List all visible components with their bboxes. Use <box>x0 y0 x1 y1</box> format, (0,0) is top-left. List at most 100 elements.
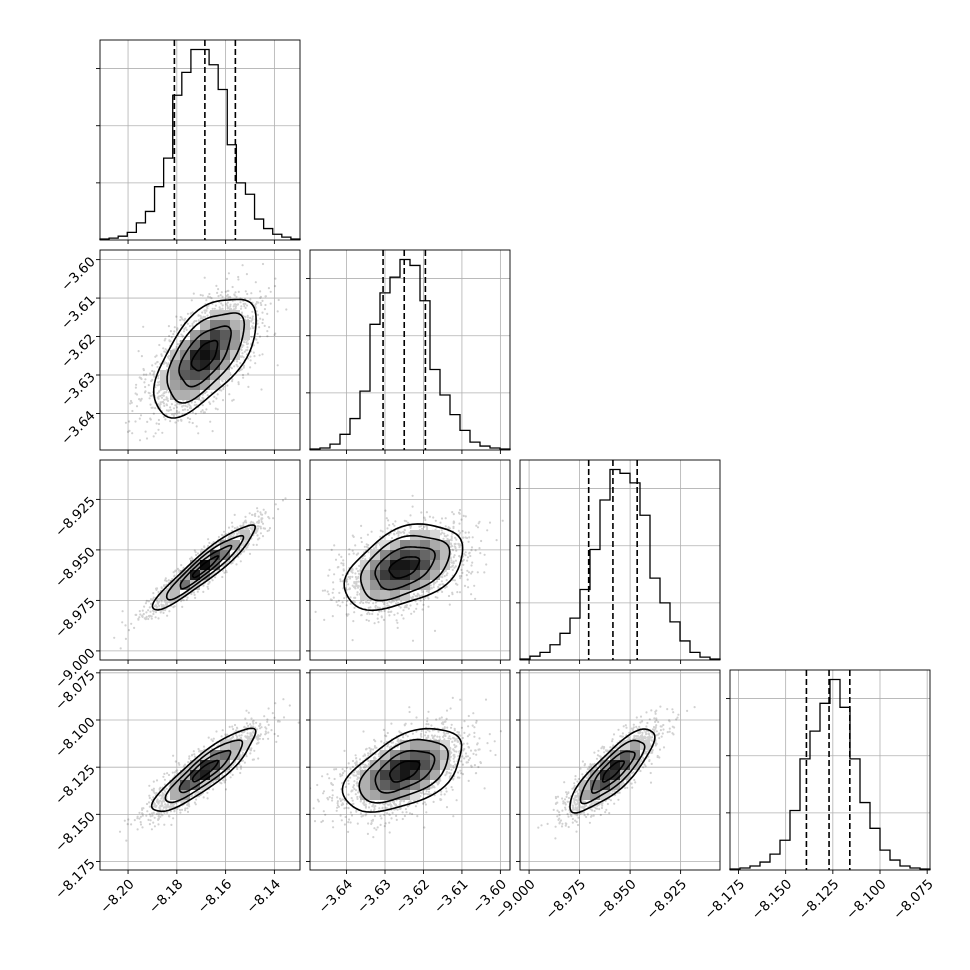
hist-panel-3 <box>726 669 931 874</box>
panel-frame <box>99 459 301 661</box>
density-cell <box>430 740 440 750</box>
density-cell <box>410 760 420 770</box>
density-cell <box>170 790 180 800</box>
density-cell <box>440 750 450 760</box>
y-tick-label: −3.62 <box>58 331 99 372</box>
density-cell <box>210 340 220 350</box>
density-cell <box>380 780 390 790</box>
density-cell <box>380 770 390 780</box>
density-cell <box>180 390 190 400</box>
contour-0 <box>190 339 219 372</box>
x-tick-label: −8.16 <box>195 876 236 917</box>
density-cell <box>390 750 400 760</box>
contour-3 <box>341 727 463 813</box>
panel-frame <box>99 669 301 871</box>
panel-frame <box>729 669 931 871</box>
histogram-2 <box>519 468 721 660</box>
density-cell <box>600 760 610 770</box>
y-tick-label: −8.100 <box>52 714 99 761</box>
density-cell <box>440 740 450 750</box>
x-tick-label: −8.950 <box>593 876 640 923</box>
density-cell <box>170 380 180 390</box>
panel-3-0 <box>96 669 301 874</box>
density-cell <box>170 590 180 600</box>
density-cell <box>420 550 430 560</box>
contour-2 <box>579 739 646 805</box>
density-cell <box>410 740 420 750</box>
density-cell <box>600 780 610 790</box>
density-cell <box>380 570 390 580</box>
density-cell <box>360 770 370 780</box>
density-cell <box>220 340 230 350</box>
density-cell <box>230 540 240 550</box>
density-cell <box>170 370 180 380</box>
density-cell <box>190 360 200 370</box>
panel-2-1 <box>306 459 511 664</box>
contour-3 <box>152 298 257 419</box>
density-cell <box>430 770 440 780</box>
density-cell <box>440 560 450 570</box>
density-cell <box>370 580 380 590</box>
density-cell <box>210 320 220 330</box>
density-cell <box>420 740 430 750</box>
density-cell <box>180 340 190 350</box>
density-cell <box>180 570 190 580</box>
density-cell <box>410 540 420 550</box>
y-tick-label: −3.60 <box>58 254 99 295</box>
panel-frame <box>309 459 511 661</box>
panel-frame <box>519 669 721 871</box>
density-cell <box>620 740 630 750</box>
density-cell <box>180 580 190 590</box>
density-cell <box>390 560 400 570</box>
density-cell <box>190 390 200 400</box>
density-cell <box>160 590 170 600</box>
contour-3 <box>569 728 656 814</box>
contour-0 <box>191 759 219 783</box>
contour-3 <box>151 524 257 611</box>
density-cell <box>190 380 200 390</box>
contour-2 <box>165 534 245 601</box>
density-cell <box>200 360 210 370</box>
density-cell <box>220 370 230 380</box>
panel-3-2 <box>516 669 721 874</box>
density-cell <box>430 560 440 570</box>
density-cell <box>430 540 440 550</box>
density-cell <box>180 770 190 780</box>
x-tick-label: −3.64 <box>316 876 357 917</box>
density-cell <box>180 360 190 370</box>
density-cell <box>210 760 220 770</box>
density-cell <box>230 320 240 330</box>
density-cell <box>200 330 210 340</box>
density-cell <box>210 310 220 320</box>
sample-points <box>310 696 510 839</box>
contour-1 <box>178 325 232 388</box>
density-cell <box>180 380 190 390</box>
density-cell <box>410 770 420 780</box>
density-cell <box>400 560 410 570</box>
contour-0 <box>388 556 421 579</box>
density-cell <box>240 530 250 540</box>
density-cell <box>180 790 190 800</box>
density-cell <box>200 560 210 570</box>
density-cell <box>380 550 390 560</box>
density-cell <box>200 380 210 390</box>
density-cell <box>200 350 210 360</box>
density-cell <box>400 570 410 580</box>
density-cell <box>610 750 620 760</box>
density-cell <box>160 370 170 380</box>
contour-0 <box>191 555 220 579</box>
density-cell <box>230 340 240 350</box>
density-cell <box>370 590 380 600</box>
x-tick-label: −8.20 <box>97 876 138 917</box>
density-cell <box>420 530 430 540</box>
density-cell <box>180 780 190 790</box>
x-tick-label: −3.62 <box>393 876 434 917</box>
density-cell <box>410 580 420 590</box>
density-cell <box>610 760 620 770</box>
x-tick-label: −8.075 <box>890 876 937 923</box>
panel-frame <box>519 459 721 661</box>
x-tick-label: −8.175 <box>701 876 748 923</box>
density-cell <box>190 780 200 790</box>
density-cell <box>430 570 440 580</box>
